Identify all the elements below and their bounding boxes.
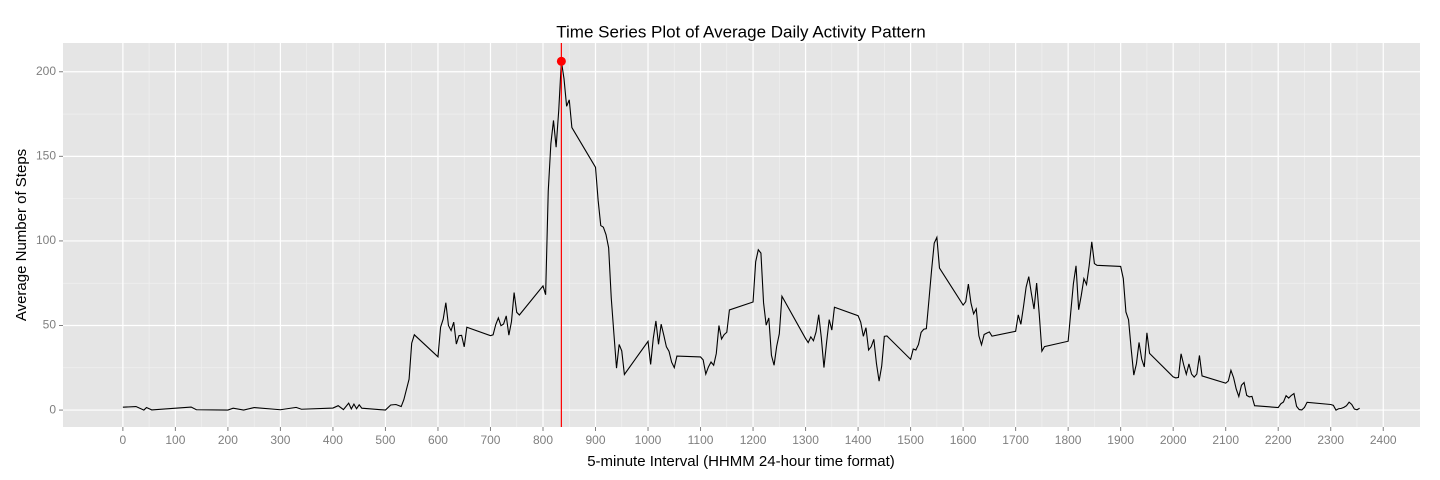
x-tick-label: 500	[375, 433, 395, 447]
x-tick-label: 1800	[1055, 433, 1082, 447]
x-tick-label: 400	[323, 433, 343, 447]
x-tick-label: 1100	[688, 433, 714, 447]
x-tick-label: 2400	[1370, 433, 1397, 447]
x-tick-label: 1600	[950, 433, 977, 447]
chart-title: Time Series Plot of Average Daily Activi…	[556, 22, 925, 41]
y-tick-label: 200	[36, 64, 56, 78]
x-tick-label: 1000	[635, 433, 662, 447]
x-tick-label: 1200	[740, 433, 767, 447]
x-tick-label: 100	[165, 433, 185, 447]
x-tick-label: 2200	[1265, 433, 1292, 447]
x-tick-label: 1400	[845, 433, 872, 447]
y-tick-label: 150	[36, 149, 56, 163]
x-tick-label: 1700	[1002, 433, 1029, 447]
x-tick-label: 600	[428, 433, 448, 447]
x-tick-label: 2100	[1212, 433, 1239, 447]
x-tick-label: 1300	[792, 433, 819, 447]
x-tick-label: 2000	[1160, 433, 1187, 447]
y-tick-label: 100	[36, 233, 56, 247]
y-tick-label: 50	[43, 318, 57, 332]
x-tick-label: 700	[480, 433, 500, 447]
x-tick-label: 2300	[1317, 433, 1344, 447]
max-point	[556, 56, 566, 66]
x-tick-label: 300	[270, 433, 290, 447]
x-tick-label: 800	[533, 433, 553, 447]
y-tick-label: 0	[49, 402, 56, 416]
x-tick-label: 1500	[897, 433, 924, 447]
x-tick-label: 200	[218, 433, 238, 447]
data-line	[122, 61, 1360, 411]
x-tick-label: 0	[120, 433, 127, 447]
x-axis-label: 5-minute Interval (HHMM 24-hour time for…	[587, 453, 895, 470]
y-axis-label: Average Number of Steps	[13, 149, 30, 321]
plot-panel	[63, 43, 1420, 427]
x-tick-label: 1900	[1107, 433, 1134, 447]
x-tick-label: 900	[585, 433, 605, 447]
